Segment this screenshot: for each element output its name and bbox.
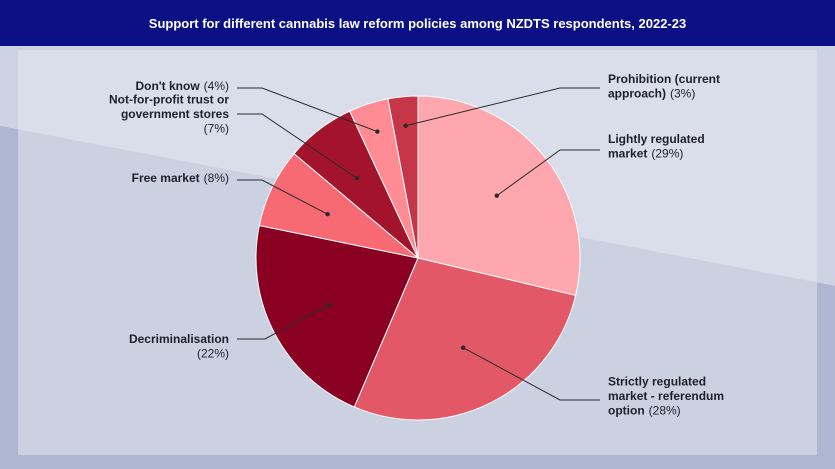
slice-label: Lightly regulated market (29%) — [608, 132, 705, 161]
slice-label: Free market (8%) — [132, 171, 229, 185]
slice-label: Strictly regulated market - referendum opt… — [608, 375, 724, 418]
leader-line — [237, 179, 328, 215]
pie-slice — [255, 224, 419, 408]
leader-dot — [494, 193, 500, 198]
leader-line — [462, 347, 600, 401]
leader-dot — [354, 176, 360, 181]
leader-line — [237, 304, 330, 340]
leader-line — [237, 113, 358, 179]
leader-dot — [325, 212, 330, 217]
pie-slice — [387, 95, 419, 259]
leader-dot — [375, 129, 380, 134]
slice-label: Not-for-profit trust or government stores… — [109, 93, 229, 136]
leader-dot — [403, 123, 408, 128]
slice-label: Decriminalisation (22%) — [129, 332, 229, 361]
leader-line — [237, 87, 378, 133]
leader-dot — [460, 345, 466, 350]
slice-label: Prohibition (current approach) (3%) — [608, 72, 720, 101]
chart-title: Support for different cannabis law refor… — [0, 0, 835, 46]
leader-line — [496, 149, 600, 197]
leader-line — [405, 87, 600, 127]
pie-slice — [353, 257, 577, 421]
slice-label: Don't know (4%) — [135, 79, 229, 93]
leader-dot — [326, 302, 332, 307]
